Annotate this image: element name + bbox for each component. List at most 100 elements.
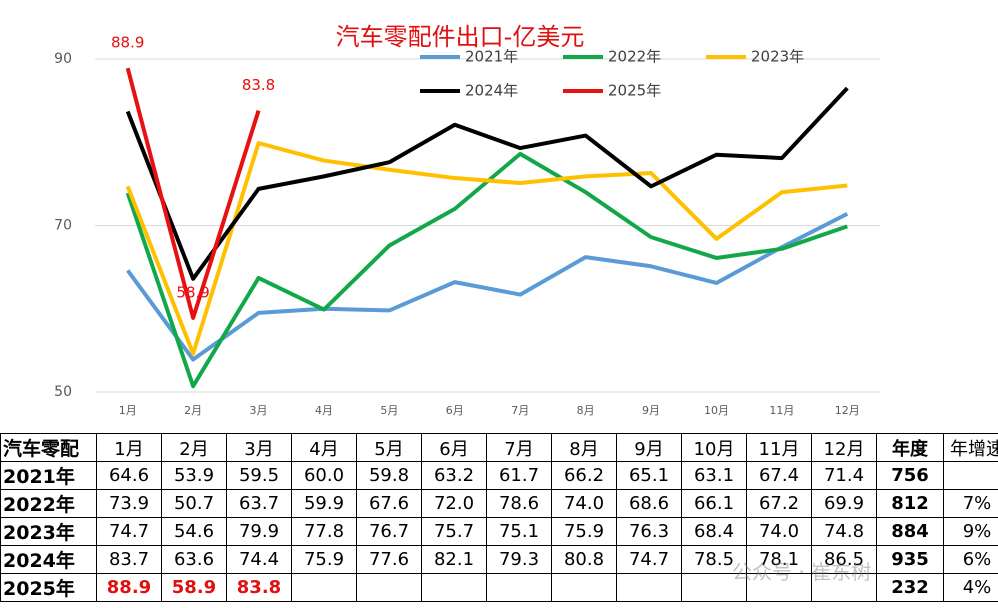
data-label: 83.8	[242, 76, 275, 94]
table-cell: 66.2	[551, 461, 617, 490]
table-cell: 69.9	[811, 489, 877, 518]
table-cell	[681, 573, 747, 602]
table-cell: 汽车零配	[0, 433, 97, 462]
table-cell: 年增速	[943, 433, 998, 462]
table-cell: 71.4	[811, 461, 877, 490]
x-tick-label: 5月	[380, 404, 398, 417]
chart-title: 汽车零配件出口-亿美元	[336, 23, 585, 51]
table-cell	[811, 573, 877, 602]
table-cell: 53.9	[161, 461, 227, 490]
table-cell: 3月	[226, 433, 292, 462]
table-cell: 63.1	[681, 461, 747, 490]
table-cell: 2024年	[0, 545, 97, 574]
table-cell: 11月	[746, 433, 812, 462]
table-cell: 59.9	[291, 489, 357, 518]
table-cell: 935	[876, 545, 944, 574]
chart: 汽车零配件出口-亿美元 50 70 90 1月 2月 3月 4月 5月 6月 7月 8月 9月 10月 1…	[54, 23, 880, 417]
table-cell: 58.9	[161, 573, 227, 602]
table-cell: 67.4	[746, 461, 812, 490]
table-cell: 6月	[421, 433, 487, 462]
table-cell: 5月	[356, 433, 422, 462]
legend-label: 2025年	[608, 82, 661, 100]
table-cell: 59.5	[226, 461, 292, 490]
table-cell: 75.9	[291, 545, 357, 574]
table-cell: 83.8	[226, 573, 292, 602]
table-cell: 72.0	[421, 489, 487, 518]
series-line	[125, 86, 849, 281]
x-tick-label: 7月	[511, 404, 529, 417]
table-cell: 74.8	[811, 517, 877, 546]
table-cell	[943, 461, 998, 490]
data-label: 58.9	[176, 283, 209, 301]
table-cell	[551, 573, 617, 602]
table-cell: 63.7	[226, 489, 292, 518]
table-cell: 884	[876, 517, 944, 546]
table-cell: 232	[876, 573, 944, 602]
table-cell	[486, 573, 552, 602]
table-cell: 66.1	[681, 489, 747, 518]
table-cell: 4%	[943, 573, 998, 602]
table-cell	[356, 573, 422, 602]
table-cell: 74.7	[616, 545, 682, 574]
watermark: 公众号 · 崔东树	[732, 560, 872, 584]
table-cell: 76.3	[616, 517, 682, 546]
table-cell: 2023年	[0, 517, 97, 546]
table-cell: 67.2	[746, 489, 812, 518]
table-row: 2025年 88.9 58.9 83.8 232 4%	[0, 573, 998, 602]
legend-label: 2023年	[751, 48, 804, 66]
table-cell: 年度	[876, 433, 944, 462]
table-cell: 74.7	[96, 517, 162, 546]
table-cell: 63.6	[161, 545, 227, 574]
table-cell: 61.7	[486, 461, 552, 490]
table-cell: 75.7	[421, 517, 487, 546]
series-line	[125, 141, 848, 356]
table-cell: 64.6	[96, 461, 162, 490]
table-cell: 7月	[486, 433, 552, 462]
legend-label: 2024年	[465, 82, 518, 100]
table-cell: 74.0	[746, 517, 812, 546]
x-tick-label: 2月	[184, 404, 202, 417]
table-cell: 59.8	[356, 461, 422, 490]
legend-label: 2022年	[608, 48, 661, 66]
table-cell: 78.5	[681, 545, 747, 574]
table-cell: 63.2	[421, 461, 487, 490]
table-cell: 83.7	[96, 545, 162, 574]
x-tick-label: 1月	[119, 404, 137, 417]
table-row: 2021年 64.6 53.9 59.5 60.0 59.8 63.2 61.7 66.2 65.…	[0, 461, 998, 490]
table-cell: 7%	[943, 489, 998, 518]
table-cell: 12月	[811, 433, 877, 462]
x-tick-label: 8月	[577, 404, 595, 417]
table-cell	[421, 573, 487, 602]
table-cell: 76.7	[356, 517, 422, 546]
table-cell: 67.6	[356, 489, 422, 518]
table-cell: 88.9	[96, 573, 162, 602]
table-cell: 2025年	[0, 573, 97, 602]
x-tick-label: 12月	[835, 404, 860, 417]
table-cell: 78.1	[746, 545, 812, 574]
table-cell: 78.6	[486, 489, 552, 518]
table-cell: 2021年	[0, 461, 97, 490]
table-cell: 79.9	[226, 517, 292, 546]
table-row: 2022年 73.9 50.7 63.7 59.9 67.6 72.0 78.6 74.0 68.…	[0, 489, 998, 518]
table-cell: 60.0	[291, 461, 357, 490]
table-cell: 68.6	[616, 489, 682, 518]
table-cell: 75.1	[486, 517, 552, 546]
y-tick-label: 90	[54, 51, 72, 67]
series-line	[125, 67, 261, 320]
table-cell: 812	[876, 489, 944, 518]
table-cell: 65.1	[616, 461, 682, 490]
table-cell: 77.6	[356, 545, 422, 574]
table-cell: 80.8	[551, 545, 617, 574]
y-tick-label: 50	[54, 384, 72, 400]
table-cell: 2月	[161, 433, 227, 462]
x-tick-label: 9月	[642, 404, 660, 417]
x-tick-label: 6月	[446, 404, 464, 417]
table-cell: 9月	[616, 433, 682, 462]
table-cell: 1月	[96, 433, 162, 462]
table-cell	[746, 573, 812, 602]
data-table: 汽车零配1月2月3月4月5月6月7月8月9月10月11月12月年度年增速2021…	[0, 433, 998, 602]
table-cell: 6%	[943, 545, 998, 574]
table-cell: 50.7	[161, 489, 227, 518]
table-cell: 68.4	[681, 517, 747, 546]
table-cell: 79.3	[486, 545, 552, 574]
